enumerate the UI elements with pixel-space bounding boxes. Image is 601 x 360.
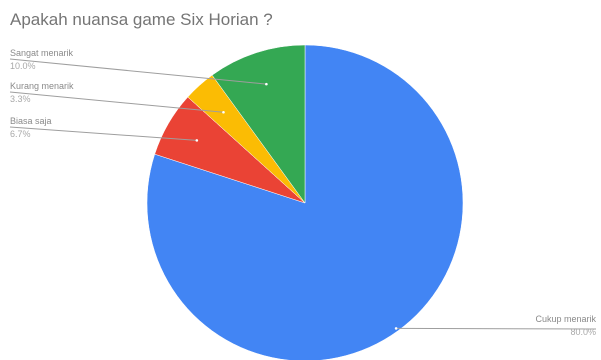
pie-slice-sangat-menarik bbox=[211, 44, 306, 204]
leader-line-sangat-menarik bbox=[9, 58, 267, 85]
chart-title: Apakah nuansa game Six Horian ? bbox=[10, 10, 273, 29]
slice-label-sangat-menarik: Sangat menarik bbox=[10, 48, 74, 58]
slice-value-biasa-saja: 6.7% bbox=[10, 129, 31, 139]
leader-dot-cukup-menarik bbox=[394, 327, 398, 330]
slice-label-cukup-menarik: Cukup menarik bbox=[535, 314, 596, 324]
slice-label-biasa-saja: Biasa saja bbox=[10, 116, 52, 126]
leader-dot-biasa-saja bbox=[195, 139, 199, 142]
leader-dot-sangat-menarik bbox=[265, 82, 268, 86]
pie-slices bbox=[146, 44, 464, 360]
leader-line-biasa-saja bbox=[9, 126, 197, 141]
slice-value-cukup-menarik: 80.0% bbox=[570, 327, 596, 337]
slice-label-kurang-menarik: Kurang menarik bbox=[10, 81, 74, 91]
slice-value-kurang-menarik: 3.3% bbox=[10, 94, 31, 104]
pie-slice-cukup-menarik bbox=[146, 44, 464, 360]
slice-value-sangat-menarik: 10.0% bbox=[10, 61, 36, 71]
pie-labels: Cukup menarik 80.0% Biasa saja 6.7% Kurang m… bbox=[9, 48, 597, 337]
leader-dot-kurang-menarik bbox=[222, 110, 225, 114]
leader-line-kurang-menarik bbox=[9, 91, 224, 113]
leader-line-cukup-menarik bbox=[396, 327, 597, 330]
